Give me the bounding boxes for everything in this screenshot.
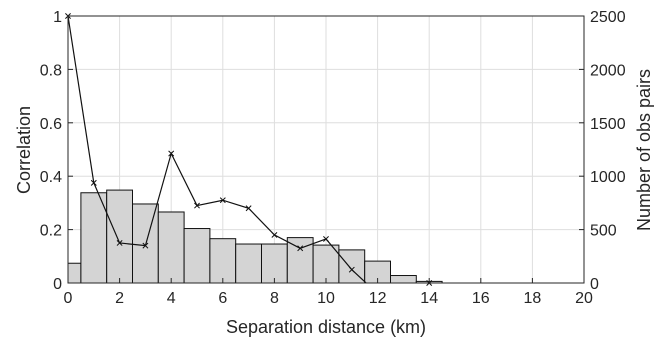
histogram-bar <box>235 243 262 284</box>
data-point-marker <box>168 150 175 157</box>
x-tick-label: 6 <box>218 290 227 307</box>
y2-tick-label: 2000 <box>590 62 626 79</box>
data-point-marker <box>323 235 329 242</box>
y-tick-label: 0.8 <box>40 62 62 79</box>
bar-series <box>67 189 443 284</box>
data-point-marker <box>116 239 123 246</box>
histogram-bar <box>209 238 237 284</box>
y2-axis-title: Number of obs pairs <box>634 69 654 231</box>
y-tick-label: 0 <box>53 276 62 293</box>
histogram-bar <box>67 262 82 284</box>
data-point-marker <box>194 202 200 209</box>
data-point-marker <box>245 205 252 212</box>
y-axis-left: 0 0.2 0.4 0.6 0.8 1 <box>40 9 73 293</box>
y2-tick-label: 1500 <box>590 116 626 133</box>
y-tick-label: 1 <box>53 9 62 26</box>
data-point-marker <box>142 242 149 249</box>
histogram-bar <box>183 228 211 284</box>
data-point-marker <box>219 197 226 204</box>
y-tick-label: 0.2 <box>40 223 62 240</box>
histogram-bar <box>338 249 366 284</box>
y-tick-label: 0.6 <box>40 116 62 133</box>
histogram-bar <box>312 244 340 284</box>
histogram-bar <box>390 275 417 284</box>
x-tick-label: 12 <box>369 290 387 307</box>
histogram-bar <box>261 243 288 284</box>
histogram-bar <box>80 192 108 284</box>
x-tick-label: 8 <box>270 290 279 307</box>
data-point-marker <box>90 179 97 186</box>
y-axis-right: 0 500 1000 1500 2000 2500 <box>579 9 626 293</box>
y-axis-title: Correlation <box>14 106 34 194</box>
histogram-bar <box>157 211 185 284</box>
x-tick-label: 10 <box>317 290 335 307</box>
y-tick-label: 0.4 <box>40 169 62 186</box>
x-tick-label: 14 <box>420 290 438 307</box>
x-tick-label: 0 <box>64 290 73 307</box>
y2-tick-label: 2500 <box>590 9 626 26</box>
x-axis: 0 2 4 6 8 10 12 14 16 18 20 <box>64 278 593 307</box>
data-point-marker <box>348 266 355 273</box>
data-point-marker <box>271 231 278 238</box>
x-tick-label: 18 <box>524 290 542 307</box>
y2-tick-label: 0 <box>590 276 599 293</box>
x-tick-label: 20 <box>575 290 593 307</box>
x-axis-title: Separation distance (km) <box>226 317 426 337</box>
x-tick-label: 4 <box>167 290 176 307</box>
x-tick-label: 16 <box>472 290 490 307</box>
data-point-marker <box>297 245 304 252</box>
x-tick-label: 2 <box>115 290 124 307</box>
y2-tick-label: 1000 <box>590 169 626 186</box>
y2-tick-label: 500 <box>590 223 617 240</box>
histogram-bar <box>106 189 133 284</box>
